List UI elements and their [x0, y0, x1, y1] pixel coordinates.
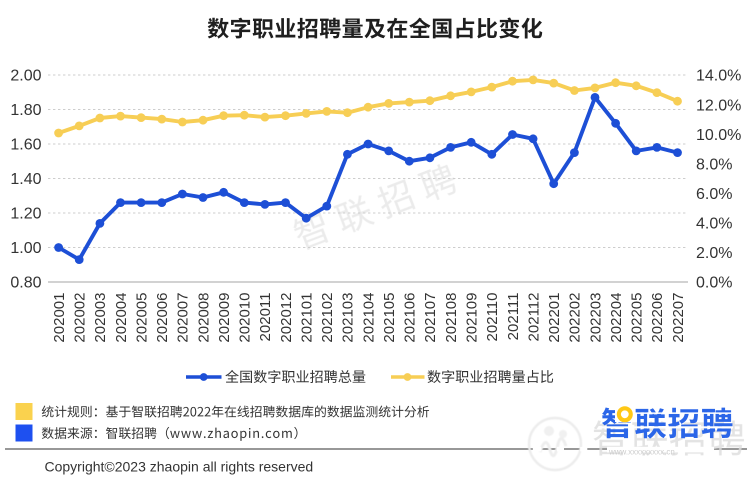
svg-text:202203: 202203	[587, 293, 604, 343]
svg-text:202205: 202205	[629, 293, 646, 343]
svg-text:0.0%: 0.0%	[696, 275, 732, 292]
svg-text:202107: 202107	[422, 293, 439, 343]
svg-text:202111: 202111	[505, 293, 522, 341]
svg-text:202201: 202201	[546, 293, 563, 343]
svg-text:www.xxxxxxxxx.cn: www.xxxxxxxxx.cn	[608, 448, 675, 457]
svg-text:202206: 202206	[649, 293, 666, 343]
svg-text:202004: 202004	[113, 293, 130, 343]
svg-text:2.0%: 2.0%	[696, 245, 732, 262]
svg-text:Copyright©2023 zhaopin all rig: Copyright©2023 zhaopin all rights reserv…	[45, 458, 314, 474]
svg-text:202006: 202006	[154, 293, 171, 343]
svg-text:202008: 202008	[195, 293, 212, 343]
svg-text:1.80: 1.80	[10, 102, 41, 119]
svg-text:202204: 202204	[608, 293, 625, 343]
svg-text:1.40: 1.40	[10, 171, 41, 188]
svg-text:202207: 202207	[670, 293, 687, 343]
svg-text:202202: 202202	[567, 293, 584, 343]
svg-text:202010: 202010	[237, 293, 254, 343]
svg-text:10.0%: 10.0%	[696, 127, 741, 144]
svg-text:202002: 202002	[72, 293, 89, 343]
svg-text:202101: 202101	[299, 293, 316, 343]
svg-text:202012: 202012	[278, 293, 295, 343]
svg-text:6.0%: 6.0%	[696, 186, 732, 203]
svg-text:14.0%: 14.0%	[696, 68, 741, 85]
svg-text:202109: 202109	[464, 293, 481, 343]
svg-text:0.80: 0.80	[10, 275, 41, 292]
svg-text:202001: 202001	[51, 293, 68, 343]
svg-text:202003: 202003	[92, 293, 109, 343]
svg-text:202112: 202112	[525, 293, 542, 342]
svg-text:202104: 202104	[360, 293, 377, 343]
svg-text:202005: 202005	[133, 293, 150, 343]
svg-text:1.00: 1.00	[10, 240, 41, 257]
svg-text:1.20: 1.20	[10, 206, 41, 223]
svg-text:202102: 202102	[319, 293, 336, 343]
svg-text:202009: 202009	[216, 293, 233, 343]
svg-text:202007: 202007	[175, 293, 192, 343]
svg-text:8.0%: 8.0%	[696, 156, 732, 173]
svg-text:202106: 202106	[402, 293, 419, 343]
svg-text:202103: 202103	[340, 293, 357, 343]
svg-text:202110: 202110	[484, 293, 501, 342]
svg-text:202011: 202011	[257, 293, 274, 342]
svg-text:1.60: 1.60	[10, 137, 41, 154]
svg-text:202108: 202108	[443, 293, 460, 343]
svg-text:2.00: 2.00	[10, 68, 41, 85]
svg-text:12.0%: 12.0%	[696, 97, 741, 114]
svg-text:4.0%: 4.0%	[696, 216, 732, 233]
svg-text:202105: 202105	[381, 293, 398, 343]
